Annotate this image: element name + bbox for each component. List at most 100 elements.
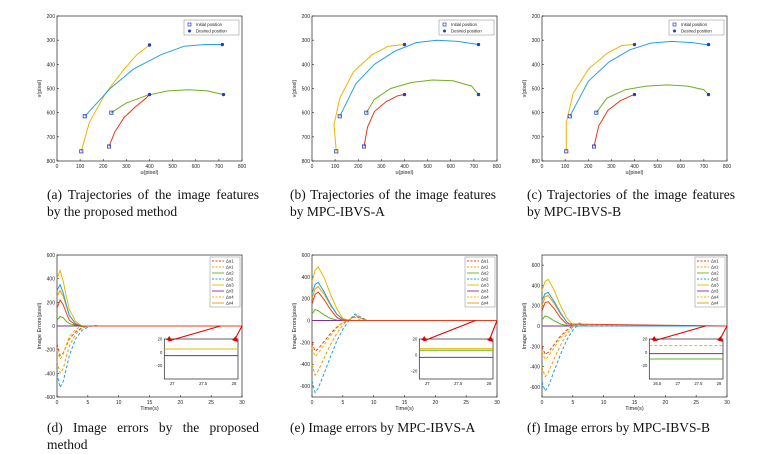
legend-initial-label: Initial position: [196, 22, 223, 27]
caption-b: (b) Trajectories of the image features b…: [290, 187, 496, 219]
initial-point: [337, 114, 342, 119]
series-line-Δu1b: [56, 298, 242, 327]
inset-x-tick-label: 26.5: [653, 381, 662, 386]
y-tick-label: -600: [300, 384, 310, 390]
x-tick-label: 0: [56, 164, 59, 170]
legend-label: Δv4: [481, 301, 489, 306]
desired-point: [147, 92, 152, 97]
x-axis-label: Time(s): [140, 406, 159, 412]
series-line-feature1: [80, 44, 150, 152]
x-tick-label: 200: [99, 164, 108, 170]
y-tick-label: 500: [302, 87, 311, 93]
series-line-feature3: [365, 79, 479, 113]
y-tick-label: 200: [532, 14, 541, 20]
chart-a: 0 100 200 300 400 500 600 700 800 200 300 400 500 600…: [37, 14, 246, 176]
y-tick-label: -200: [45, 348, 55, 354]
x-tick-label: 20: [663, 400, 669, 406]
chart-d: 0 5 10 15 20 25 30-600-400-2000200400600Time(s…: [37, 253, 245, 412]
zoom-arrowhead-right: [717, 336, 723, 342]
x-tick-label: 600: [447, 164, 456, 170]
y-tick-label: 700: [47, 135, 56, 141]
y-tick-label: -200: [300, 340, 310, 346]
inset-y-tick-label: 0: [415, 353, 418, 358]
chart-e: 0 5 10 15 20 25 30-600-400-2000200400600Time(s…: [292, 253, 500, 412]
x-tick-label: 30: [724, 400, 730, 406]
x-tick-label: 500: [168, 164, 177, 170]
series-line-Δu4: [56, 325, 242, 361]
inset-frame: [163, 338, 239, 380]
y-tick-label: -200: [530, 344, 540, 350]
legend-label: Δv3: [226, 289, 234, 294]
desired-point: [706, 92, 711, 97]
x-tick-label: 15: [402, 400, 408, 406]
chart-c: 0 100 200 300 400 500 600 700 800 200 300 400 500 600…: [522, 14, 732, 176]
desired-point: [402, 92, 407, 97]
legend-initial-label: Initial position: [451, 22, 478, 27]
y-tick-label: 300: [302, 38, 311, 44]
x-tick-label: 400: [145, 164, 154, 170]
y-tick-label: 200: [302, 14, 311, 20]
y-tick-label: 200: [47, 14, 56, 20]
series-line-feature3: [595, 84, 709, 113]
x-axis-label: u(pixel): [140, 170, 158, 176]
initial-point: [592, 144, 597, 149]
y-tick-label: 600: [47, 253, 56, 259]
x-tick-label: 400: [400, 164, 409, 170]
inset-x-tick-label: 28: [232, 381, 237, 386]
x-tick-label: 0: [541, 400, 544, 406]
legend-desired-label: Desired position: [681, 29, 712, 34]
legend-label: Δu1: [481, 259, 489, 264]
y-tick-label: 400: [302, 275, 311, 281]
x-axis-label: Time(s): [395, 406, 414, 412]
zoom-arrowhead-left: [166, 336, 173, 341]
legend-desired-marker: [443, 29, 446, 33]
caption-d: (d) Image errors by the proposed method: [47, 420, 259, 452]
legend-label: Δu2: [481, 271, 489, 276]
desired-point: [476, 42, 481, 47]
series-line-Δv1: [311, 314, 497, 377]
legend-desired-label: Desired position: [451, 29, 482, 34]
legend-label: Δv1: [226, 265, 234, 270]
initial-point: [567, 114, 572, 119]
legend-label: Δu4: [226, 295, 234, 300]
caption-e: (e) Image errors by MPC-IBVS-A: [290, 420, 476, 435]
y-tick-label: 300: [47, 38, 56, 44]
series-line-Δv2: [311, 313, 497, 394]
legend-box: [464, 256, 496, 308]
x-tick-label: 800: [723, 164, 732, 170]
x-tick-label: 15: [147, 400, 153, 406]
inset-x-tick-label: 27: [170, 381, 175, 386]
desired-point: [632, 92, 637, 97]
legend-box: [183, 19, 240, 36]
y-tick-label: 200: [302, 297, 311, 303]
x-tick-label: 300: [122, 164, 131, 170]
x-tick-label: 10: [601, 400, 607, 406]
series-line-feature4: [108, 94, 150, 147]
y-tick-label: 0: [307, 319, 310, 325]
x-tick-label: 700: [215, 164, 224, 170]
zoom-arrowhead-right: [487, 336, 493, 342]
inset-y-tick-label: 20: [158, 337, 163, 342]
inset-y-tick-label: 20: [643, 337, 648, 342]
x-tick-label: 100: [561, 164, 570, 170]
x-tick-label: 200: [354, 164, 363, 170]
series-line-feature2: [569, 40, 709, 117]
initial-point: [364, 110, 369, 115]
series-line-feature1: [333, 44, 405, 152]
legend-initial-marker: [187, 22, 192, 27]
desired-point: [706, 42, 711, 47]
legend-desired-marker: [188, 29, 191, 33]
caption-f: (f) Image errors by MPC-IBVS-B: [527, 420, 710, 435]
y-tick-label: 400: [47, 62, 56, 68]
x-tick-label: 500: [423, 164, 432, 170]
x-tick-label: 0: [56, 400, 59, 406]
legend-label: Δv4: [226, 301, 234, 306]
x-tick-label: 500: [653, 164, 662, 170]
initial-point: [564, 149, 569, 154]
x-axis-label: u(pixel): [625, 170, 643, 176]
x-axis-label: u(pixel): [395, 170, 413, 176]
x-tick-label: 300: [607, 164, 616, 170]
x-tick-label: 800: [493, 164, 502, 170]
x-tick-label: 10: [116, 400, 122, 406]
x-tick-label: 100: [76, 164, 85, 170]
